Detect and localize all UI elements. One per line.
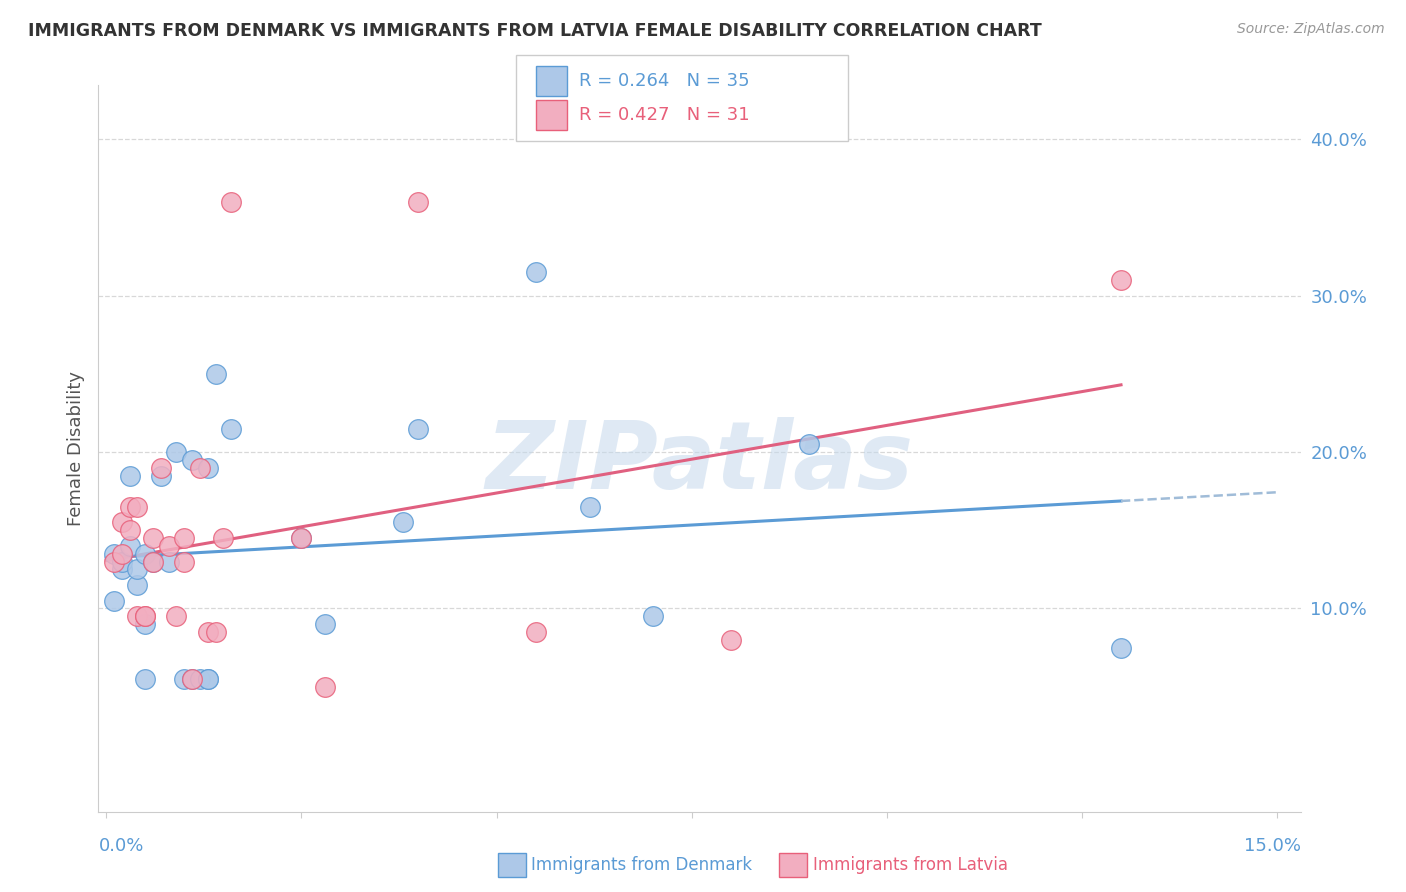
Point [392,516,415,530]
Point [142,555,165,569]
Point [314,680,336,694]
Point [524,624,547,639]
Point [1109,640,1132,655]
Point [134,609,156,624]
Point [118,500,141,514]
Point [127,562,149,576]
Point [157,539,180,553]
Point [134,547,156,561]
Point [111,516,134,530]
Point [149,460,172,475]
Point [173,531,195,545]
Point [641,609,664,624]
Point [1109,273,1132,287]
Point [204,367,226,381]
Point [181,453,204,467]
Point [197,672,219,686]
Text: IMMIGRANTS FROM DENMARK VS IMMIGRANTS FROM LATVIA FEMALE DISABILITY CORRELATION : IMMIGRANTS FROM DENMARK VS IMMIGRANTS FR… [28,22,1042,40]
Text: 15.0%: 15.0% [1243,837,1301,855]
Point [181,672,204,686]
Point [524,265,547,279]
Y-axis label: Female Disability: Female Disability [66,371,84,525]
Text: Immigrants from Latvia: Immigrants from Latvia [813,856,1008,874]
Point [212,531,235,545]
Point [197,460,219,475]
Point [290,531,312,545]
Point [142,555,165,569]
Point [118,539,141,553]
Point [142,531,165,545]
Text: R = 0.427   N = 31: R = 0.427 N = 31 [579,106,749,124]
Point [111,562,134,576]
Point [118,468,141,483]
Point [314,617,336,632]
Point [173,555,195,569]
Text: ZIPatlas: ZIPatlas [485,417,914,508]
Point [149,468,172,483]
Point [219,422,242,436]
Point [134,609,156,624]
Point [111,555,134,569]
Point [290,531,312,545]
Point [103,547,125,561]
Point [408,194,430,209]
Text: 0.0%: 0.0% [98,837,143,855]
Point [103,555,125,569]
Point [166,445,188,459]
Point [134,617,156,632]
Point [219,194,242,209]
Point [118,524,141,538]
Point [197,624,219,639]
Text: Immigrants from Denmark: Immigrants from Denmark [531,856,752,874]
Point [127,500,149,514]
Point [181,672,204,686]
Point [720,632,742,647]
Text: R = 0.264   N = 35: R = 0.264 N = 35 [579,72,749,90]
Point [197,672,219,686]
Point [173,672,195,686]
Point [188,672,211,686]
Point [188,460,211,475]
Point [134,672,156,686]
Point [127,578,149,592]
Point [579,500,602,514]
Point [166,609,188,624]
Point [408,422,430,436]
Point [797,437,820,451]
Text: Source: ZipAtlas.com: Source: ZipAtlas.com [1237,22,1385,37]
Point [204,624,226,639]
Point [127,609,149,624]
Point [111,547,134,561]
Point [103,593,125,607]
Point [157,555,180,569]
